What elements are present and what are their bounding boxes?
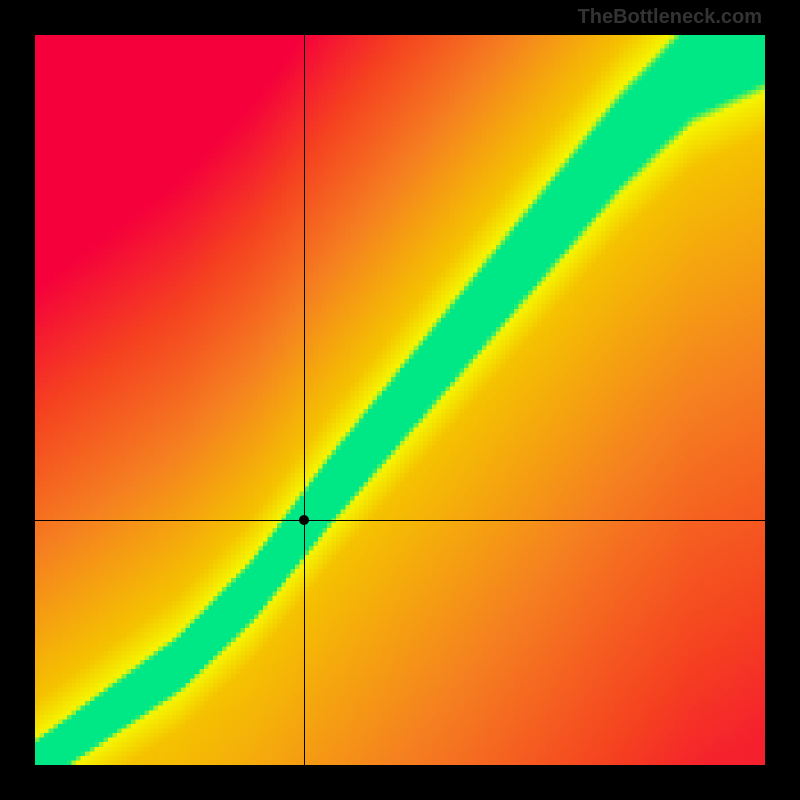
heatmap-canvas xyxy=(35,35,765,765)
watermark-text: TheBottleneck.com xyxy=(578,6,762,29)
crosshair-horizontal xyxy=(35,520,765,521)
plot-marker-dot xyxy=(299,515,309,525)
heatmap-plot xyxy=(35,35,765,765)
crosshair-vertical xyxy=(304,35,305,765)
